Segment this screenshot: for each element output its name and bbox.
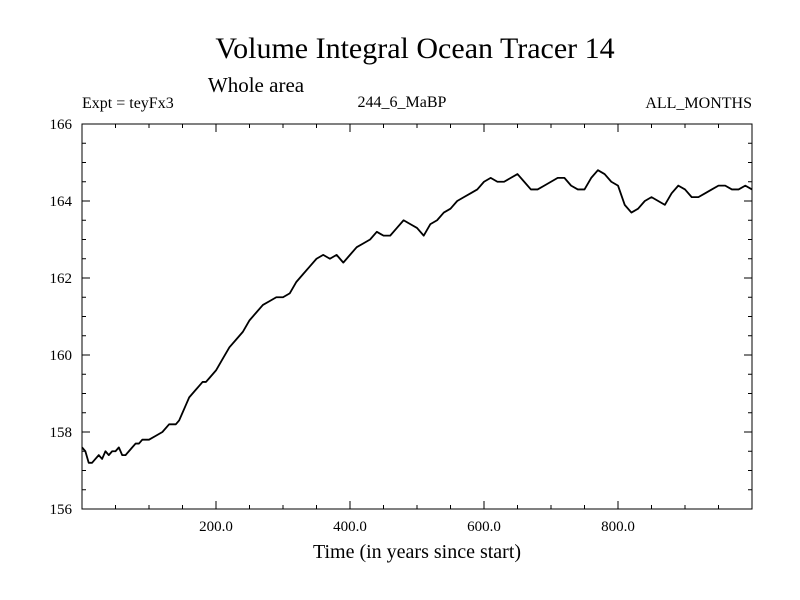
experiment-label: Expt = teyFx3	[82, 95, 174, 112]
y-tick-label: 162	[50, 271, 73, 287]
y-tick-label: 156	[50, 502, 73, 518]
chart-subtitle: Whole area	[208, 73, 305, 97]
x-tick-label: 400.0	[333, 519, 367, 535]
x-axis-label: Time (in years since start)	[313, 541, 521, 563]
x-tick-label: 200.0	[199, 519, 233, 535]
chart-title: Volume Integral Ocean Tracer 14	[215, 32, 614, 65]
x-tick-label: 600.0	[467, 519, 501, 535]
y-tick-label: 164	[50, 194, 73, 210]
y-tick-label: 158	[50, 425, 73, 441]
plot-frame	[81, 123, 753, 510]
y-tick-label: 160	[50, 348, 73, 364]
run-label: 244_6_MaBP	[358, 94, 447, 111]
x-tick-label: 800.0	[601, 519, 635, 535]
series-line	[81, 169, 753, 464]
axis-tick-labels: 156 158 160 162 164 166 200.0 400.0 600.0 800.0	[50, 117, 635, 535]
series-layer	[81, 169, 753, 464]
axis-ticks	[82, 123, 752, 510]
y-tick-label: 166	[50, 117, 73, 133]
months-label: ALL_MONTHS	[645, 95, 752, 112]
